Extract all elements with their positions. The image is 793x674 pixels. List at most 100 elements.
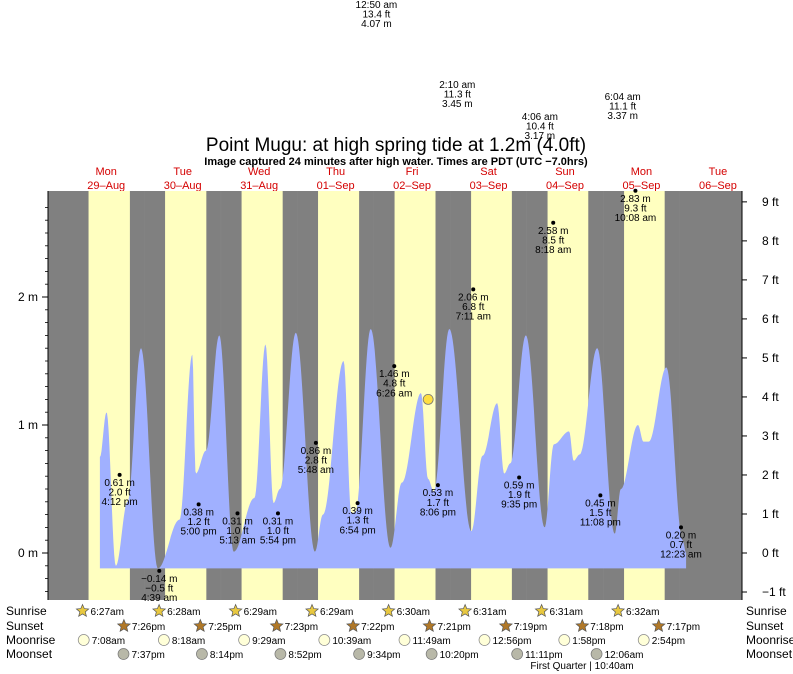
moonset-icon — [590, 648, 603, 660]
offscale-high-label: 12:50 am — [356, 0, 398, 11]
offscale-high-label: 6:04 am — [605, 92, 641, 103]
moonset-time: 7:37pm — [132, 650, 165, 661]
moonrise-time: 9:29am — [252, 636, 285, 647]
offscale-high-label: 4.07 m — [361, 19, 392, 30]
tide-extreme-point — [313, 440, 318, 445]
tide-extreme-label: 2.58 m — [538, 226, 569, 237]
right-tick-label: 8 ft — [762, 234, 779, 248]
day-date: 03–Sep — [470, 180, 508, 192]
day-date: 04–Sep — [546, 180, 584, 192]
sunrise-icon — [305, 603, 320, 618]
day-name: Fri — [406, 166, 419, 178]
tide-extreme-label: 6.8 ft — [462, 302, 484, 313]
row-label-moonset: Moonset — [6, 647, 53, 661]
sunset-time: 7:18pm — [590, 622, 623, 633]
tide-extreme-point — [633, 188, 638, 193]
tide-extreme-label: 1.3 ft — [346, 516, 368, 527]
moonset-time: 10:20pm — [440, 650, 479, 661]
tide-extreme-label: 10:08 am — [615, 213, 657, 224]
sunrise-icon — [534, 603, 549, 618]
moonrise-icon — [238, 634, 250, 646]
sunset-time: 7:19pm — [514, 622, 547, 633]
offscale-high-label: 11.3 ft — [444, 90, 471, 101]
right-tick-label: 6 ft — [762, 312, 779, 326]
tide-extreme-label: 5:48 am — [298, 465, 334, 476]
tide-extreme-point — [117, 472, 122, 477]
moonset-time: 11:11pm — [525, 650, 562, 661]
tide-extreme-label: 1.0 ft — [226, 526, 248, 537]
sunrise-time: 6:27am — [91, 607, 124, 618]
moonset-icon — [274, 648, 287, 660]
row-label-sunrise-right: Sunrise — [746, 604, 787, 618]
day-date: 01–Sep — [317, 180, 355, 192]
sunrise-icon — [611, 603, 626, 618]
moonrise-time: 7:08am — [92, 636, 125, 647]
right-tick-label: 9 ft — [762, 195, 779, 209]
sunrise-time: 6:31am — [473, 607, 506, 618]
moonrise-icon — [478, 634, 491, 646]
tide-extreme-label: 1.9 ft — [508, 490, 530, 501]
offscale-high-label: 2:10 am — [439, 80, 475, 91]
sunrise-time: 6:28am — [167, 607, 200, 618]
day-name: Sat — [480, 166, 497, 178]
tide-extreme-point — [196, 502, 201, 507]
row-label-moonrise: Moonrise — [6, 633, 56, 647]
day-date: 29–Aug — [87, 180, 125, 192]
offscale-high-label: 3.17 m — [525, 131, 556, 142]
tide-extreme-point — [355, 501, 360, 506]
tide-extreme-point — [551, 220, 556, 225]
moonrise-time: 11:49am — [413, 636, 451, 647]
day-date: 05–Sep — [623, 180, 661, 192]
tide-extreme-label: 12:23 am — [660, 550, 702, 561]
right-tick-label: 1 ft — [762, 507, 779, 521]
day-name: Wed — [248, 166, 270, 178]
moonrise-icon — [77, 634, 90, 646]
sunset-icon — [651, 618, 666, 633]
moonset-time: 8:14pm — [210, 650, 243, 661]
right-tick-label: 2 ft — [762, 468, 779, 482]
moonrise-time: 1:58pm — [572, 636, 605, 647]
moonset-icon — [196, 648, 208, 660]
day-name: Tue — [709, 166, 728, 178]
row-label-moonrise-right: Moonrise — [746, 633, 793, 647]
offscale-high-label: 4:06 am — [522, 112, 558, 123]
moonrise-time: 10:39am — [332, 636, 371, 647]
tide-extreme-label: 2.8 ft — [305, 456, 327, 467]
tide-extreme-label: 1.46 m — [379, 369, 410, 380]
sunrise-time: 6:30am — [397, 607, 430, 618]
right-tick-label: −1 ft — [762, 585, 786, 599]
tide-extreme-label: 1.0 ft — [267, 526, 289, 537]
tide-extreme-label: 2.83 m — [620, 194, 651, 205]
tide-extreme-label: 1.7 ft — [427, 498, 449, 509]
moonrise-icon — [158, 634, 170, 646]
sunset-time: 7:17pm — [667, 622, 700, 633]
tide-extreme-point — [235, 511, 240, 516]
day-date: 02–Sep — [393, 180, 431, 192]
right-tick-label: 3 ft — [762, 429, 779, 443]
tide-extreme-label: 11:08 pm — [580, 518, 621, 529]
tide-extreme-label: 8.5 ft — [542, 235, 564, 246]
tide-extreme-label: 6:26 am — [376, 388, 412, 399]
tide-extreme-label: 0.31 m — [263, 516, 294, 527]
tide-extreme-label: 4:12 pm — [102, 497, 138, 508]
moonset-icon — [353, 648, 365, 660]
day-date: 31–Aug — [240, 180, 278, 192]
tide-extreme-point — [435, 483, 440, 488]
offscale-high-label: 3.37 m — [607, 111, 638, 122]
tide-extreme-label: 4:39 am — [141, 593, 177, 604]
moon-phase-note: First Quarter | 10:40am — [530, 661, 633, 672]
tide-extreme-label: 5:54 pm — [260, 536, 296, 547]
tide-extreme-label: 8:18 am — [535, 245, 571, 256]
moonrise-icon — [637, 634, 650, 646]
moonrise-time: 2:54pm — [652, 636, 685, 647]
left-tick-label: 1 m — [18, 418, 38, 432]
day-date: 30–Aug — [164, 180, 202, 192]
row-label-sunset-right: Sunset — [746, 619, 784, 633]
left-tick-label: 2 m — [18, 290, 38, 304]
axes: 0 m 1 m 2 m −1 ft 0 ft 1 ft 2 ft 3 ft 4 ft 5 ft 6 … — [18, 191, 786, 600]
tide-extreme-label: 1.2 ft — [188, 517, 210, 528]
sunset-icon — [116, 618, 131, 633]
